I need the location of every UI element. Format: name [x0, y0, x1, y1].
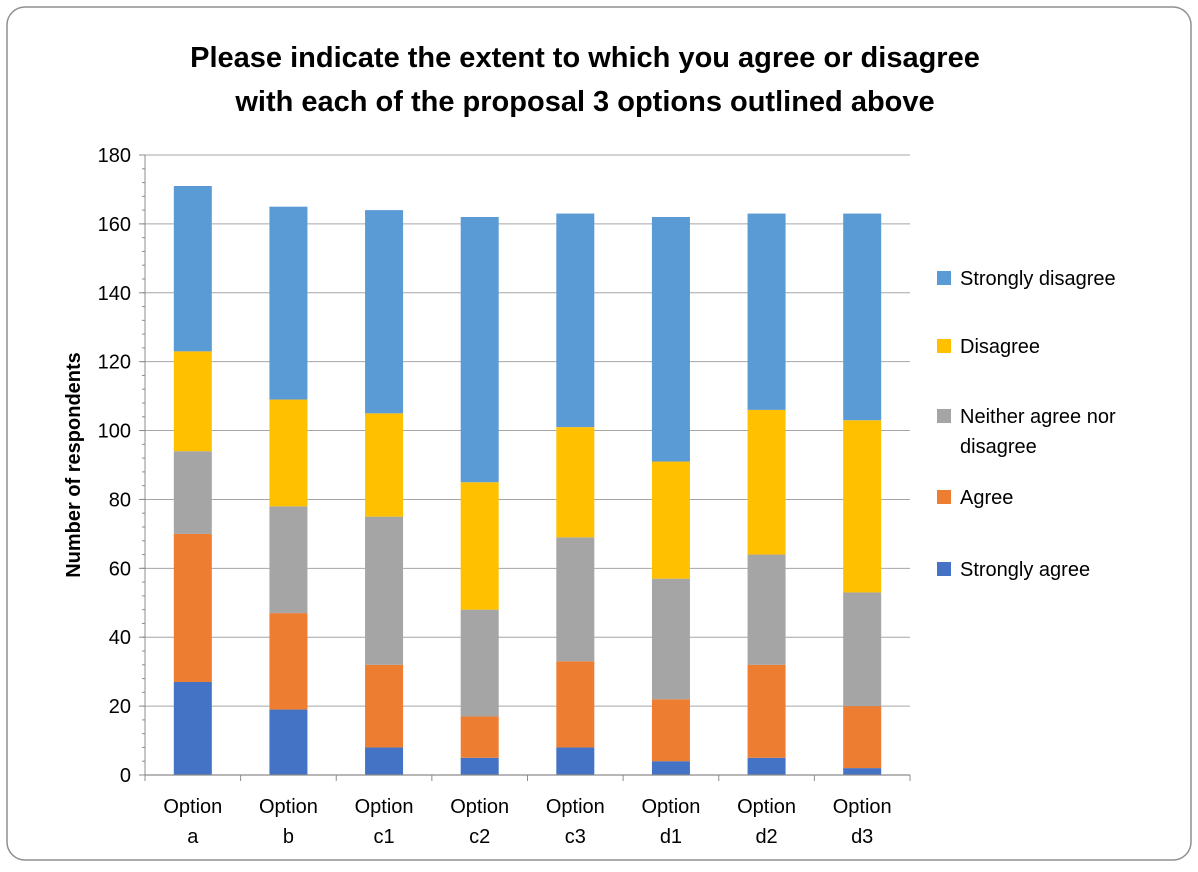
legend-label-neither-agree-nor-disagree: Neither agree nor disagree [960, 406, 1116, 458]
bar-option-c1-disagree [365, 413, 404, 517]
y-tick-label: 180 [98, 145, 131, 167]
bar-option-d2-agree [747, 664, 786, 758]
labels: 0 20 40 60 80 100 120 140 160 180 Option a Option b Op… [63, 42, 980, 848]
x-tick-label-option-c1: Option c1 [355, 796, 414, 848]
bar-option-b-agree [269, 613, 308, 710]
bar-option-d1-disagree [651, 461, 690, 579]
bar-option-d2-neither-agree-nor-disagree [747, 554, 786, 665]
y-tick-label: 80 [109, 489, 131, 511]
bar-option-d1-neither-agree-nor-disagree [651, 578, 690, 700]
legend-swatch-agree [937, 490, 951, 504]
legend-swatch-strongly-disagree [937, 271, 951, 285]
bar-option-d3-agree [843, 706, 882, 769]
bar-option-a-strongly-disagree [173, 186, 212, 352]
legend-label-disagree: Disagree [960, 336, 1040, 358]
bar-option-d3-disagree [843, 420, 882, 593]
legend-swatch-strongly-agree [937, 562, 951, 576]
bar-option-c3-strongly-disagree [556, 213, 595, 428]
bar-option-b-strongly-disagree [269, 206, 308, 400]
legend-swatch-disagree [937, 339, 951, 353]
bar-option-d1-agree [651, 699, 690, 762]
axes [139, 154, 911, 781]
legend: Strongly disagree Disagree Neither agree n… [937, 268, 1116, 581]
y-tick-label: 20 [109, 696, 131, 718]
y-tick-label: 40 [109, 627, 131, 649]
bar-option-b-disagree [269, 399, 308, 507]
bar-option-d1-strongly-agree [651, 761, 690, 775]
y-tick-label: 60 [109, 558, 131, 580]
legend-label-strongly-disagree: Strongly disagree [960, 268, 1116, 290]
chart-title: Please indicate the extent to which you … [190, 42, 980, 118]
bar-option-a-neither-agree-nor-disagree [173, 451, 212, 534]
legend-label-agree: Agree [960, 487, 1013, 509]
y-tick-label: 160 [98, 214, 131, 236]
bar-option-c3-disagree [556, 427, 595, 538]
bar-option-a-strongly-agree [173, 682, 212, 775]
bar-option-d2-strongly-disagree [747, 213, 786, 410]
bar-option-d3-strongly-disagree [843, 213, 882, 421]
x-tick-label-option-d1: Option d1 [641, 796, 700, 848]
legend-label-strongly-agree: Strongly agree [960, 559, 1090, 581]
y-tick-label: 0 [120, 765, 131, 787]
bar-option-a-disagree [173, 351, 212, 452]
bar-option-c2-neither-agree-nor-disagree [460, 609, 499, 717]
bar-option-a-agree [173, 533, 212, 682]
bar-option-c1-neither-agree-nor-disagree [365, 516, 404, 665]
bar-option-d2-strongly-agree [747, 757, 786, 775]
bar-option-d3-neither-agree-nor-disagree [843, 592, 882, 707]
x-tick-label-option-d2: Option d2 [737, 796, 796, 848]
x-tick-label-option-c2: Option c2 [450, 796, 509, 848]
x-tick-label-option-b: Option b [259, 796, 318, 848]
x-tick-label-option-c3: Option c3 [546, 796, 605, 848]
bar-option-c2-agree [460, 716, 499, 758]
bar-option-c3-neither-agree-nor-disagree [556, 537, 595, 662]
bar-option-c3-strongly-agree [556, 747, 595, 775]
bar-option-d2-disagree [747, 409, 786, 555]
y-tick-label: 140 [98, 283, 131, 305]
bar-option-b-strongly-agree [269, 709, 308, 775]
bar-option-c1-strongly-agree [365, 747, 404, 775]
bar-option-c2-strongly-disagree [460, 217, 499, 483]
y-axis-label: Number of respondents [63, 352, 85, 578]
y-tick-label: 120 [98, 352, 131, 374]
bar-option-c3-agree [556, 661, 595, 748]
bar-option-c2-disagree [460, 482, 499, 610]
bar-option-d3-strongly-agree [843, 768, 882, 775]
bar-option-d1-strongly-disagree [651, 217, 690, 462]
bars [173, 186, 882, 775]
bar-option-c2-strongly-agree [460, 757, 499, 775]
legend-swatch-neither-agree-nor-disagree [937, 409, 951, 423]
y-tick-label: 100 [98, 421, 131, 443]
x-tick-label-option-d3: Option d3 [833, 796, 892, 848]
x-tick-label-option-a: Option a [163, 796, 222, 848]
bar-option-b-neither-agree-nor-disagree [269, 506, 308, 614]
bar-option-c1-agree [365, 664, 404, 748]
bar-option-c1-strongly-disagree [365, 210, 404, 414]
